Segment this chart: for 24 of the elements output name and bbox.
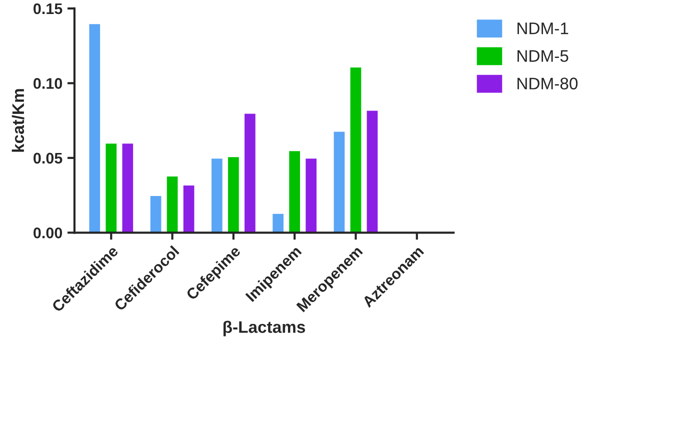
bar — [148, 194, 163, 233]
legend-label: NDM-80 — [518, 78, 578, 90]
bar — [166, 175, 180, 233]
bar — [332, 130, 346, 233]
y-tick-label: 0.10 — [34, 78, 62, 89]
bar — [304, 157, 318, 233]
bar — [120, 142, 134, 233]
x-axis-title: β-Lactams — [224, 320, 306, 336]
y-tick-label: 0.15 — [34, 3, 62, 14]
bar — [348, 66, 363, 233]
bar — [288, 150, 302, 233]
bar — [210, 157, 224, 233]
bar — [88, 22, 102, 233]
bar — [226, 156, 240, 233]
bar — [365, 109, 380, 233]
legend-label: NDM-1 — [518, 22, 568, 34]
y-tick-label: 0.05 — [34, 152, 62, 164]
bar — [182, 184, 196, 233]
bar — [271, 212, 285, 233]
bar — [243, 112, 257, 233]
bar — [104, 142, 118, 233]
y-axis-title: kcat/Km — [12, 89, 24, 152]
legend-label: NDM-5 — [518, 50, 568, 62]
y-tick-label: 0.00 — [34, 228, 62, 238]
